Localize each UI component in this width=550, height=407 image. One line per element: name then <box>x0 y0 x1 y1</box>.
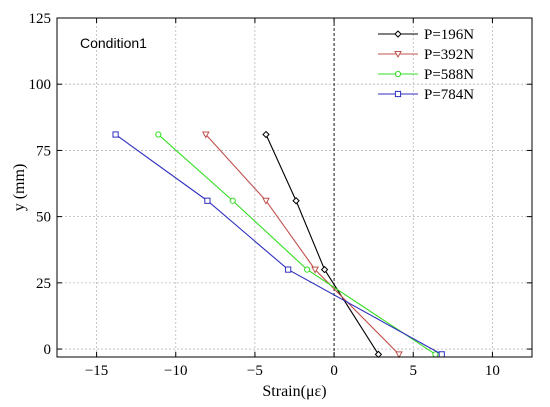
y-tick-label: 25 <box>36 276 51 292</box>
legend-marker <box>394 30 402 38</box>
data-point <box>229 197 236 204</box>
legend-label: P=784N <box>424 87 474 103</box>
series-3 <box>155 131 439 358</box>
data-point <box>112 131 119 138</box>
data-point <box>438 351 445 358</box>
data-point <box>374 350 383 359</box>
x-tick-label: −10 <box>164 363 187 379</box>
legend-marker <box>394 90 402 98</box>
series-2 <box>201 131 403 359</box>
x-tick-label: 5 <box>410 363 418 379</box>
data-point <box>285 266 292 273</box>
legend-label: P=196N <box>424 27 474 43</box>
y-tick-label: 75 <box>36 143 51 159</box>
legend-item: P=196N <box>378 27 474 43</box>
series-1 <box>262 130 383 359</box>
series-line <box>205 134 400 355</box>
series-layer <box>112 130 445 359</box>
data-point <box>262 130 270 139</box>
legend-marker <box>394 70 402 78</box>
x-axis-title: Strain(με) <box>262 383 326 400</box>
legend: P=196N P=392N P=588N P=784N <box>378 27 474 103</box>
legend-label: P=392N <box>424 47 474 63</box>
data-point <box>201 131 210 139</box>
data-point <box>432 351 439 358</box>
data-point <box>204 197 211 204</box>
y-tick-label: 0 <box>44 342 52 358</box>
y-tick-label: 125 <box>29 11 52 27</box>
series-line <box>115 134 443 355</box>
y-tick-label: 50 <box>36 210 51 226</box>
x-tick-label: −5 <box>247 363 263 379</box>
series-line <box>265 134 379 355</box>
x-tick-label: 10 <box>485 363 500 379</box>
condition-annotation: Condition1 <box>80 35 147 51</box>
legend-marker <box>394 51 402 59</box>
y-tick-label: 100 <box>29 77 52 93</box>
legend-item: P=588N <box>378 67 474 83</box>
plot-frame <box>56 17 533 358</box>
data-point <box>311 266 319 274</box>
series-4 <box>112 131 445 358</box>
x-tick-label: −15 <box>85 363 108 379</box>
legend-item: P=392N <box>378 47 474 63</box>
legend-item: P=784N <box>378 87 474 103</box>
x-tick-label: 0 <box>330 363 338 379</box>
y-axis-title: y (mm) <box>11 164 28 212</box>
legend-label: P=588N <box>424 67 474 83</box>
data-point <box>320 265 329 274</box>
data-point <box>395 351 403 359</box>
data-point <box>155 131 162 138</box>
data-point <box>304 266 311 273</box>
data-point <box>262 197 270 205</box>
data-point <box>292 197 300 205</box>
series-line <box>157 134 436 355</box>
